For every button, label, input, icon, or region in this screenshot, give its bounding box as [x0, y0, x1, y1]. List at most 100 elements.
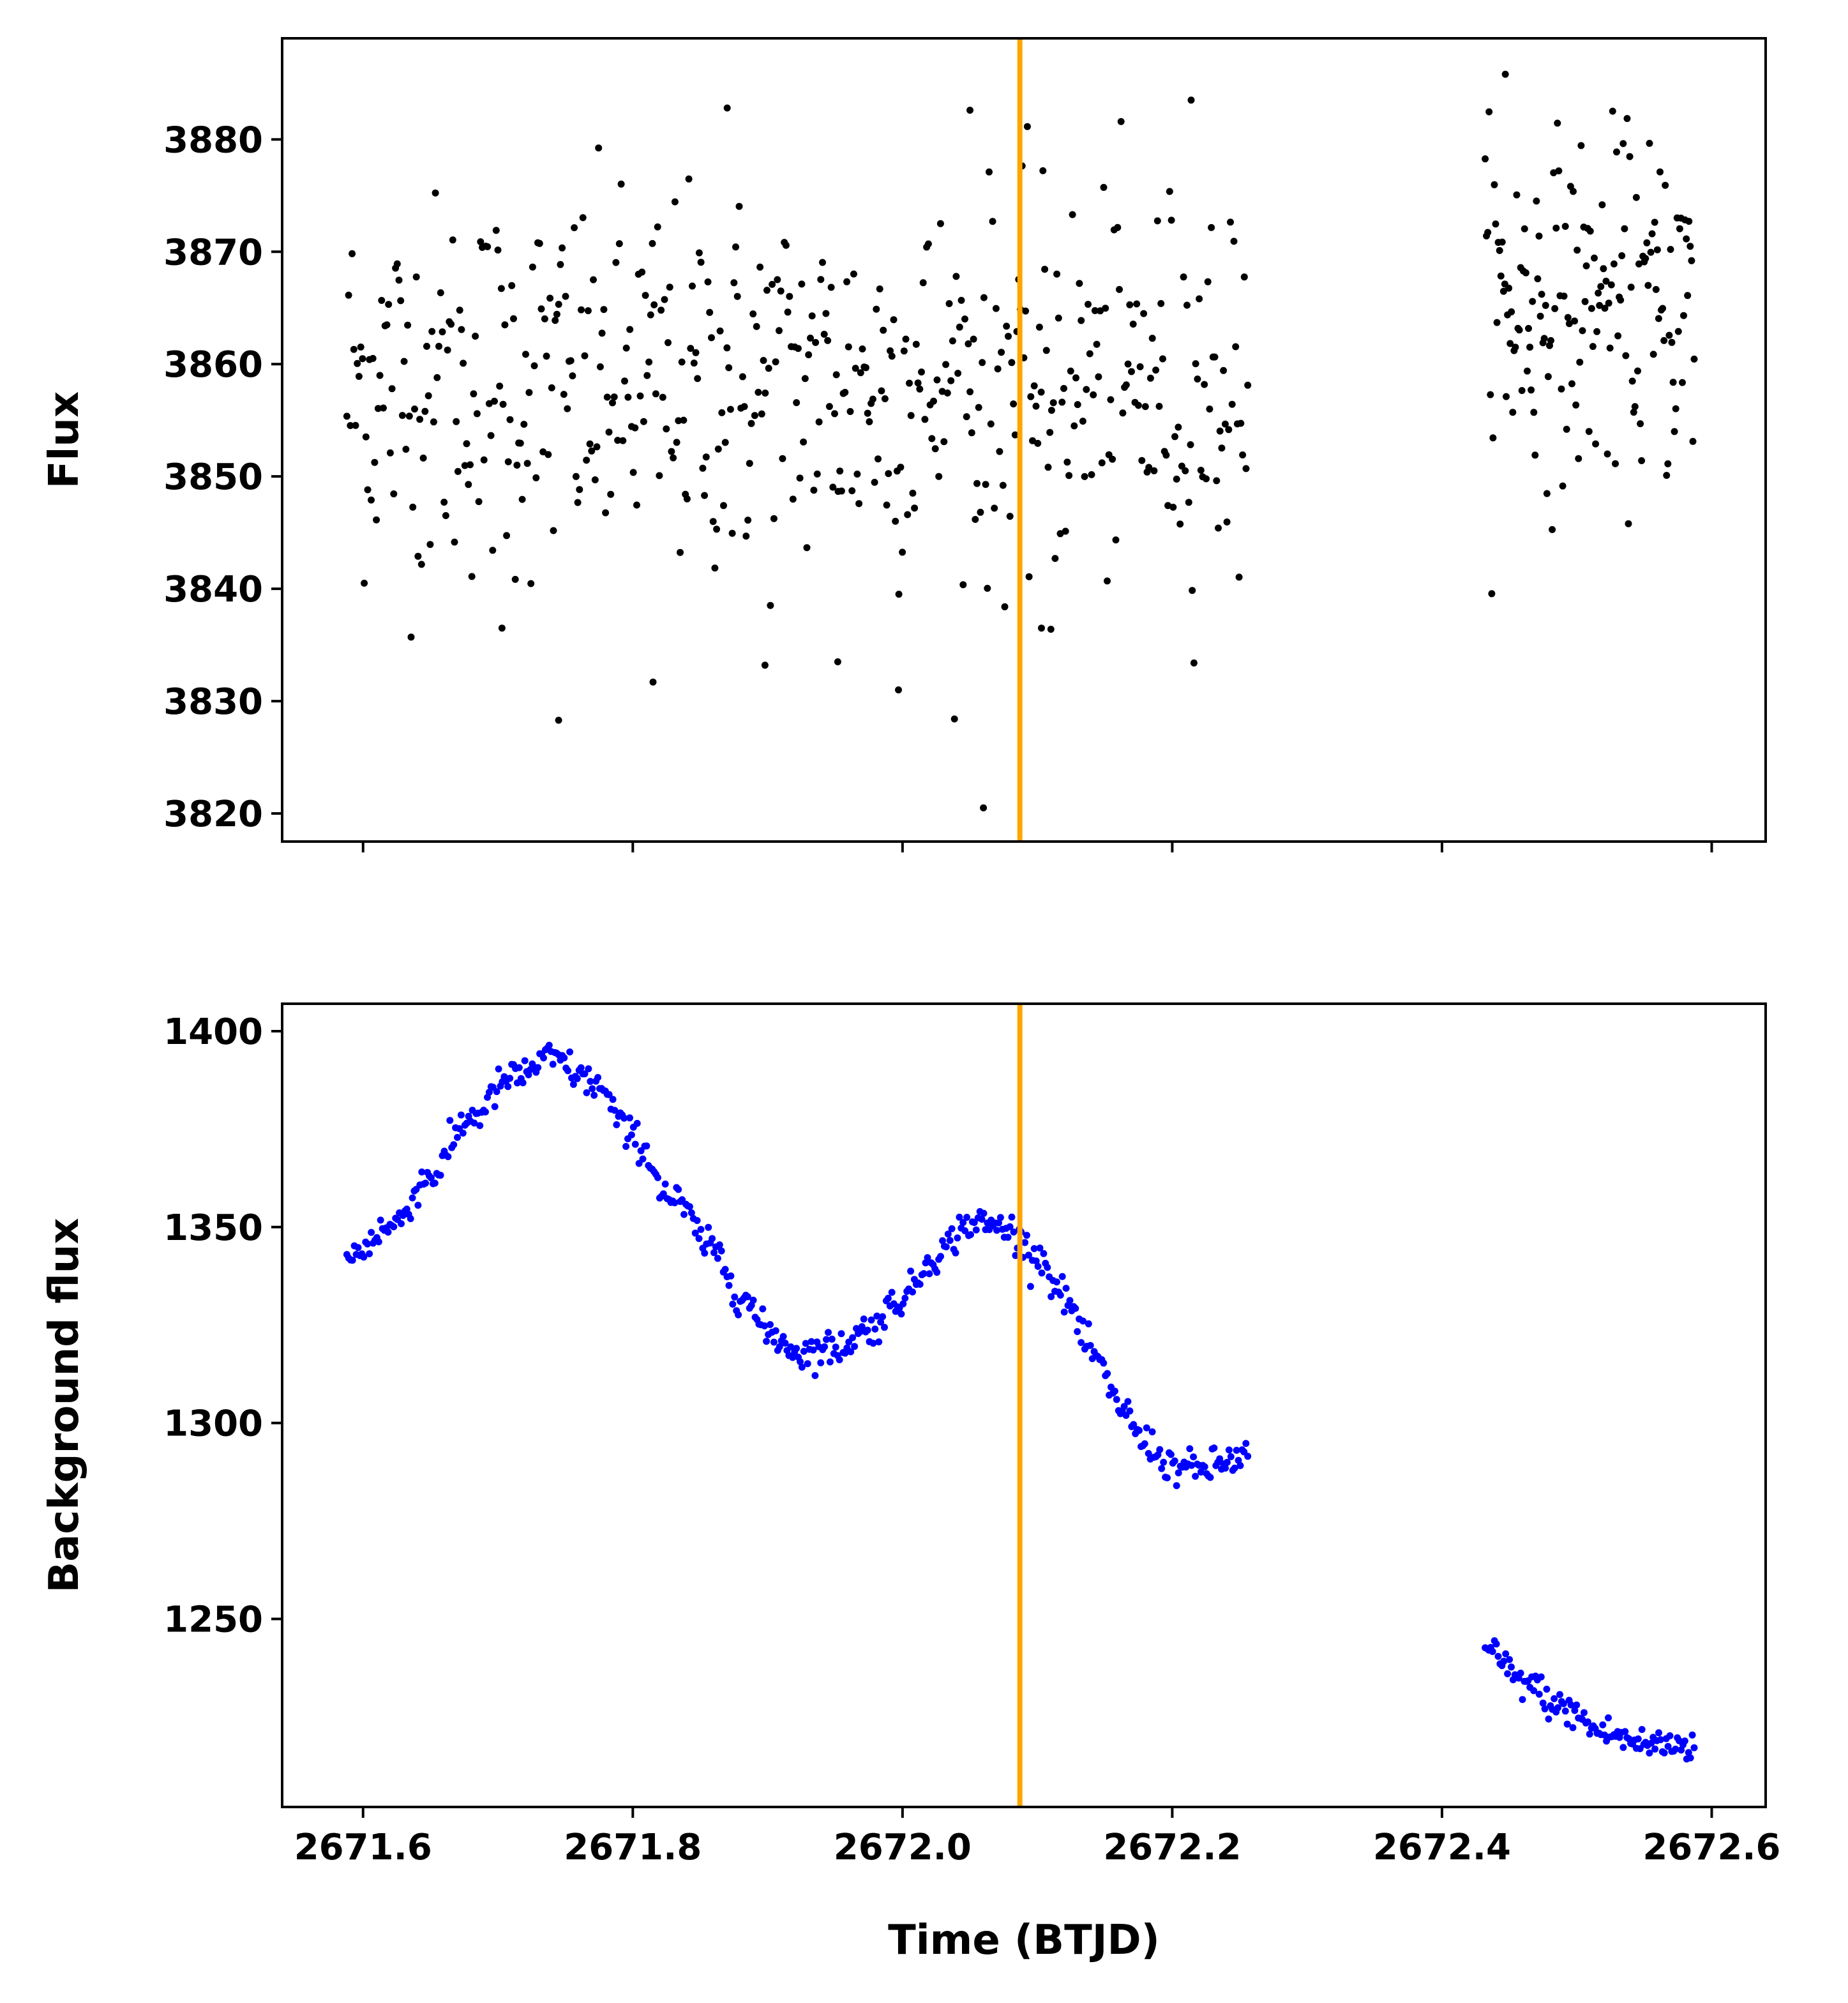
- flux-point: [859, 345, 866, 352]
- flux-point: [1671, 428, 1678, 435]
- flux-point: [1049, 399, 1057, 407]
- background-flux-point: [1559, 1700, 1567, 1707]
- background-flux-point: [1222, 1464, 1229, 1472]
- flux-point: [708, 334, 715, 342]
- flux-point: [626, 326, 634, 333]
- flux-point: [1618, 252, 1626, 259]
- flux-point: [1521, 225, 1528, 232]
- y-tick-label: 3860: [163, 344, 263, 386]
- flux-point: [1166, 188, 1173, 195]
- flux-point: [1628, 377, 1636, 385]
- flux-point: [555, 716, 562, 724]
- background-flux-point: [431, 1179, 439, 1187]
- flux-point: [621, 377, 628, 385]
- flux-point: [1515, 326, 1523, 334]
- flux-point: [1109, 455, 1116, 463]
- flux-point: [1093, 340, 1101, 348]
- flux-point: [417, 561, 425, 568]
- flux-point: [1508, 308, 1515, 315]
- flux-point: [645, 358, 653, 366]
- flux-point: [1659, 305, 1667, 312]
- flux-point: [649, 678, 657, 686]
- flux-point: [1612, 460, 1619, 467]
- flux-point: [537, 305, 545, 313]
- background-flux-point: [701, 1250, 709, 1257]
- flux-point: [579, 214, 587, 222]
- background-flux-point: [1148, 1428, 1156, 1435]
- flux-point: [1067, 367, 1074, 375]
- flux-point: [440, 499, 448, 506]
- flux-point: [1104, 577, 1111, 585]
- background-flux-point: [1655, 1729, 1662, 1737]
- flux-point: [1617, 296, 1625, 304]
- flux-point: [1623, 115, 1631, 123]
- flux-point: [511, 575, 519, 583]
- flux-point: [966, 107, 973, 114]
- flux-point: [1005, 333, 1012, 340]
- background-flux-point: [1571, 1707, 1579, 1714]
- flux-point: [1647, 248, 1655, 256]
- flux-point: [1072, 374, 1079, 382]
- flux-point: [1023, 123, 1031, 130]
- flux-point: [777, 287, 785, 295]
- background-flux-point: [1656, 1736, 1664, 1744]
- flux-point: [529, 263, 536, 271]
- flux-point: [546, 294, 554, 302]
- flux-point: [1635, 260, 1642, 268]
- background-flux-point: [909, 1288, 916, 1296]
- flux-point: [876, 285, 883, 292]
- flux-point: [1011, 431, 1019, 439]
- flux-point: [489, 547, 497, 554]
- flux-point: [1482, 155, 1489, 163]
- flux-point: [959, 581, 967, 589]
- flux-point: [559, 244, 566, 252]
- flux-point: [343, 412, 350, 420]
- flux-point: [857, 369, 864, 377]
- background-flux-point: [613, 1121, 620, 1128]
- background-flux-point: [504, 1083, 512, 1091]
- background-flux-point: [1085, 1320, 1092, 1327]
- flux-point: [1542, 301, 1549, 309]
- background-flux-point: [798, 1363, 806, 1371]
- flux-point: [439, 328, 446, 336]
- flux-point: [539, 448, 547, 456]
- flux-point: [633, 501, 640, 509]
- background-flux-point: [873, 1312, 881, 1320]
- flux-point: [1644, 282, 1652, 289]
- flux-point: [631, 424, 639, 432]
- flux-point: [1536, 312, 1544, 320]
- flux-point: [772, 358, 779, 366]
- flux-point: [435, 342, 442, 350]
- background-flux-point: [759, 1305, 767, 1313]
- flux-point: [369, 354, 377, 362]
- background-flux-point: [1605, 1714, 1612, 1721]
- background-flux-point: [1186, 1445, 1194, 1453]
- flux-point: [933, 376, 941, 384]
- flux-point: [713, 525, 721, 533]
- flux-point: [520, 421, 528, 428]
- flux-point: [1242, 465, 1250, 472]
- background-flux-point: [1072, 1304, 1079, 1312]
- flux-point: [541, 315, 548, 322]
- background-flux-point: [948, 1225, 956, 1232]
- flux-point: [697, 259, 705, 266]
- background-flux-point: [1201, 1463, 1208, 1470]
- flux-point: [1648, 230, 1656, 238]
- flux-point: [694, 375, 702, 382]
- flux-point: [1206, 405, 1213, 413]
- flux-point: [468, 573, 476, 580]
- background-flux-point: [1685, 1749, 1692, 1757]
- flux-point: [1136, 363, 1144, 370]
- x-tick-label: 2672.4: [1373, 1827, 1511, 1868]
- flux-point: [998, 349, 1005, 356]
- flux-point: [1668, 338, 1676, 346]
- background-flux-point: [515, 1064, 523, 1071]
- flux-point: [733, 292, 741, 300]
- flux-point: [1596, 301, 1604, 309]
- background-flux-point: [800, 1347, 808, 1355]
- background-flux-point: [1660, 1749, 1668, 1757]
- flux-point: [447, 321, 455, 328]
- background-flux-point: [735, 1311, 742, 1319]
- flux-point: [779, 455, 786, 462]
- flux-point: [989, 218, 996, 225]
